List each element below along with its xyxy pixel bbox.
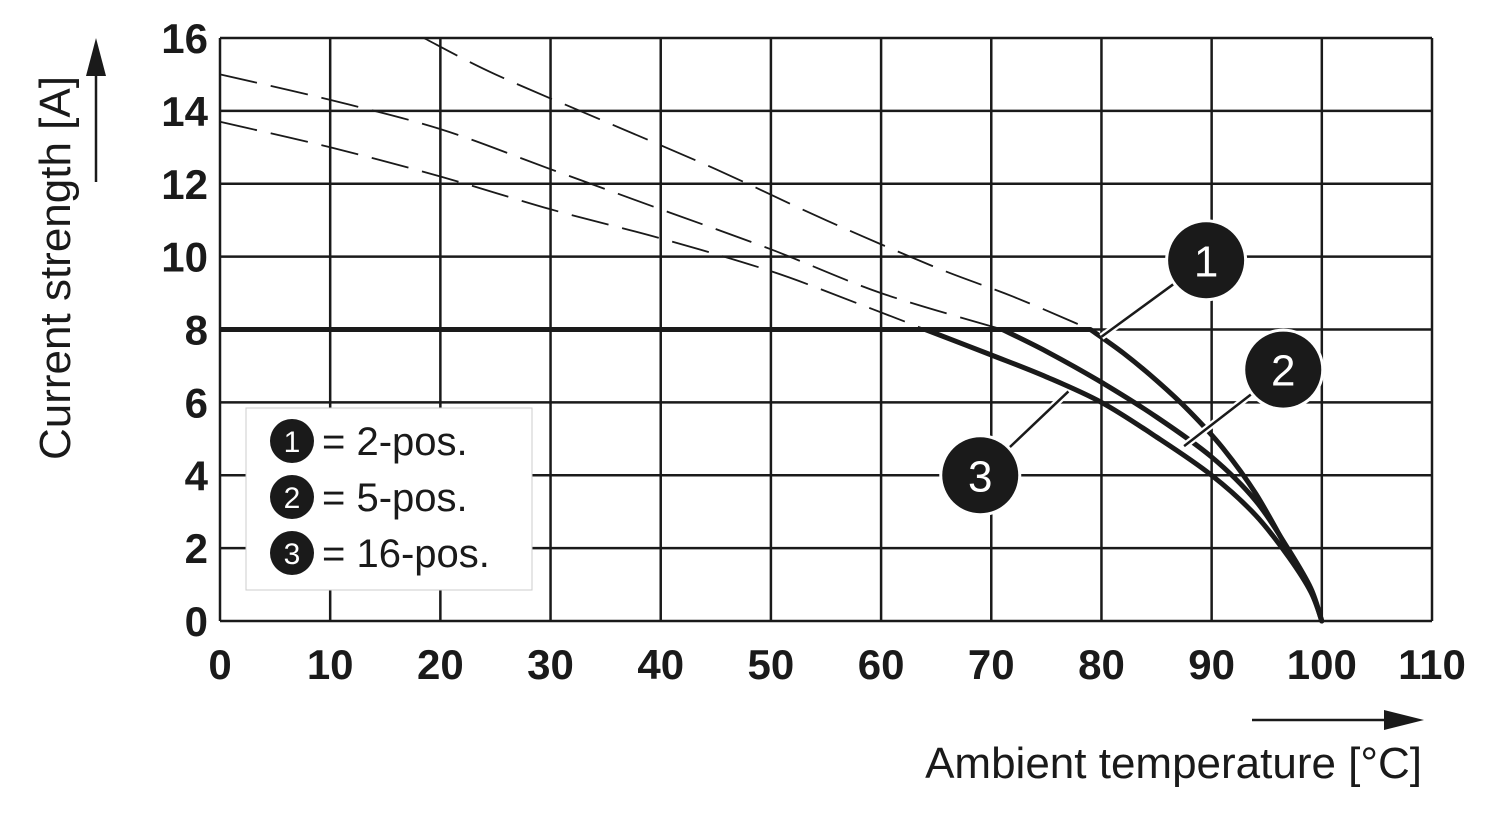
legend-item-2: 2 = 5-pos.	[270, 475, 468, 520]
series-3-curve	[922, 327, 1325, 624]
legend-text-3: = 16-pos.	[322, 532, 490, 576]
y-axis-arrow	[86, 38, 106, 182]
legend-marker-1	[270, 419, 314, 463]
callout-2-label: 2	[1271, 347, 1295, 396]
callout-3-label: 3	[968, 452, 992, 501]
x-tick-label-0: 0	[208, 641, 231, 688]
x-tick-label-6: 60	[858, 641, 905, 688]
legend-marker-2-label: 2	[284, 482, 301, 515]
callout-1-badge	[1168, 222, 1245, 299]
y-tick-label-7: 14	[161, 88, 208, 135]
y-tick-label-1: 2	[185, 525, 208, 572]
callout-2-badge	[1245, 331, 1322, 408]
callouts: 1 2 3	[939, 219, 1325, 517]
y-tick-label-3: 6	[185, 379, 208, 426]
x-tick-label-8: 80	[1078, 641, 1125, 688]
x-tick-label-3: 30	[527, 641, 574, 688]
legend-item-3: 3 = 16-pos.	[270, 531, 490, 576]
y-tick-label-4: 8	[185, 307, 208, 354]
callout-3-leader	[1006, 390, 1070, 450]
y-axis-label: Current strength [A]	[31, 76, 80, 460]
legend-marker-1-label: 1	[284, 426, 301, 459]
series-1-dashed	[423, 37, 1091, 331]
legend-item-1: 1 = 2-pos.	[270, 419, 468, 464]
legend: 1 = 2-pos. 2 = 5-pos. 3 = 16-pos.	[245, 407, 533, 591]
y-tick-label-0: 0	[185, 598, 208, 645]
x-tick-label-11: 110	[1398, 641, 1466, 688]
callout-1-leader	[1100, 281, 1177, 338]
x-tick-label-4: 40	[637, 641, 684, 688]
x-tick-label-2: 20	[417, 641, 464, 688]
x-tick-label-1: 10	[307, 641, 354, 688]
x-axis-arrow	[1252, 710, 1424, 730]
series-3-dashed	[219, 120, 926, 331]
callout-3-badge	[942, 437, 1019, 514]
series-group	[219, 37, 1325, 624]
series-2-dashed	[219, 73, 1003, 331]
y-tick-label-2: 4	[185, 452, 209, 499]
legend-marker-2	[270, 475, 314, 519]
legend-marker-3	[270, 531, 314, 575]
y-tick-label-6: 12	[161, 161, 208, 208]
x-axis-label: Ambient temperature [°C]	[925, 739, 1422, 788]
x-tick-label-7: 70	[968, 641, 1015, 688]
callout-1-label: 1	[1194, 237, 1218, 286]
y-tick-label-5: 10	[161, 234, 208, 281]
legend-text-1: = 2-pos.	[322, 420, 468, 464]
x-tick-label-9: 90	[1188, 641, 1235, 688]
y-tick-label-8: 16	[161, 15, 208, 62]
callout-2-leader	[1183, 391, 1254, 448]
legend-text-2: = 5-pos.	[322, 476, 468, 520]
legend-marker-3-label: 3	[284, 538, 301, 571]
series-2-curve	[999, 327, 1325, 624]
x-tick-label-10: 100	[1287, 641, 1357, 688]
x-tick-label-5: 50	[748, 641, 795, 688]
